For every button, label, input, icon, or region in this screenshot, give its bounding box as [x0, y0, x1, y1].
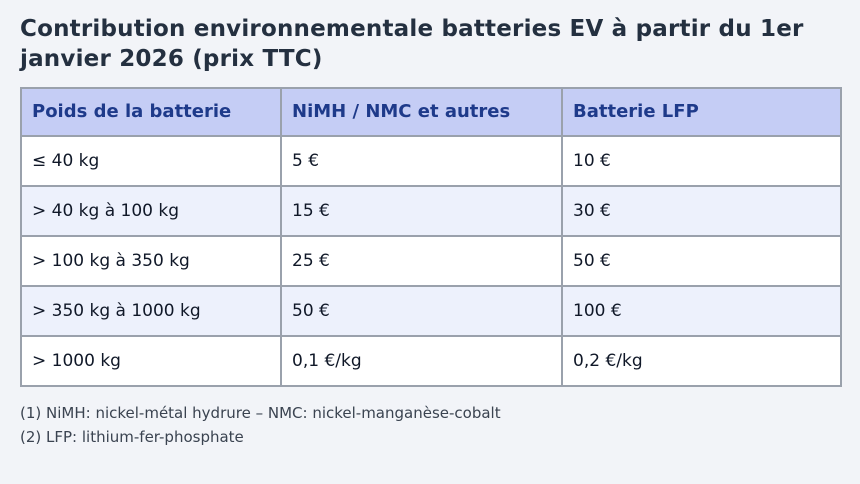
footnote-lfp: (2) LFP: lithium-fer-phosphate: [20, 428, 244, 447]
cell-lfp-price: 10 €: [561, 134, 842, 187]
table-row: > 40 kg à 100 kg 15 € 30 €: [20, 184, 842, 237]
table-row: > 100 kg à 350 kg 25 € 50 €: [20, 234, 842, 287]
cell-nimh-nmc-price: 0,1 €/kg: [280, 334, 563, 387]
cell-lfp-price: 50 €: [561, 234, 842, 287]
cell-weight: ≤ 40 kg: [20, 134, 282, 187]
cell-weight: > 100 kg à 350 kg: [20, 234, 282, 287]
column-header-nimh-nmc: NiMH / NMC et autres: [280, 86, 563, 137]
cell-nimh-nmc-price: 5 €: [280, 134, 563, 187]
column-header-lfp: Batterie LFP: [561, 86, 842, 137]
column-header-battery-weight: Poids de la batterie: [20, 86, 282, 137]
table-row: > 1000 kg 0,1 €/kg 0,2 €/kg: [20, 334, 842, 387]
footnotes: (1) NiMH: nickel-métal hydrure – NMC: ni…: [20, 405, 840, 446]
footnote-nimh-nmc: (1) NiMH: nickel-métal hydrure – NMC: ni…: [20, 403, 501, 422]
cell-weight: > 350 kg à 1000 kg: [20, 284, 282, 337]
cell-nimh-nmc-price: 50 €: [280, 284, 563, 337]
cell-weight: > 1000 kg: [20, 334, 282, 387]
table-header-row: Poids de la batterie NiMH / NMC et autre…: [20, 86, 842, 137]
cell-nimh-nmc-price: 25 €: [280, 234, 563, 287]
cell-lfp-price: 100 €: [561, 284, 842, 337]
cell-lfp-price: 0,2 €/kg: [561, 334, 842, 387]
battery-contribution-table: Poids de la batterie NiMH / NMC et autre…: [20, 86, 842, 387]
cell-lfp-price: 30 €: [561, 184, 842, 237]
cell-nimh-nmc-price: 15 €: [280, 184, 563, 237]
table-row: ≤ 40 kg 5 € 10 €: [20, 134, 842, 187]
table-row: > 350 kg à 1000 kg 50 € 100 €: [20, 284, 842, 337]
page-title: Contribution environnementale batteries …: [20, 16, 804, 73]
cell-weight: > 40 kg à 100 kg: [20, 184, 282, 237]
